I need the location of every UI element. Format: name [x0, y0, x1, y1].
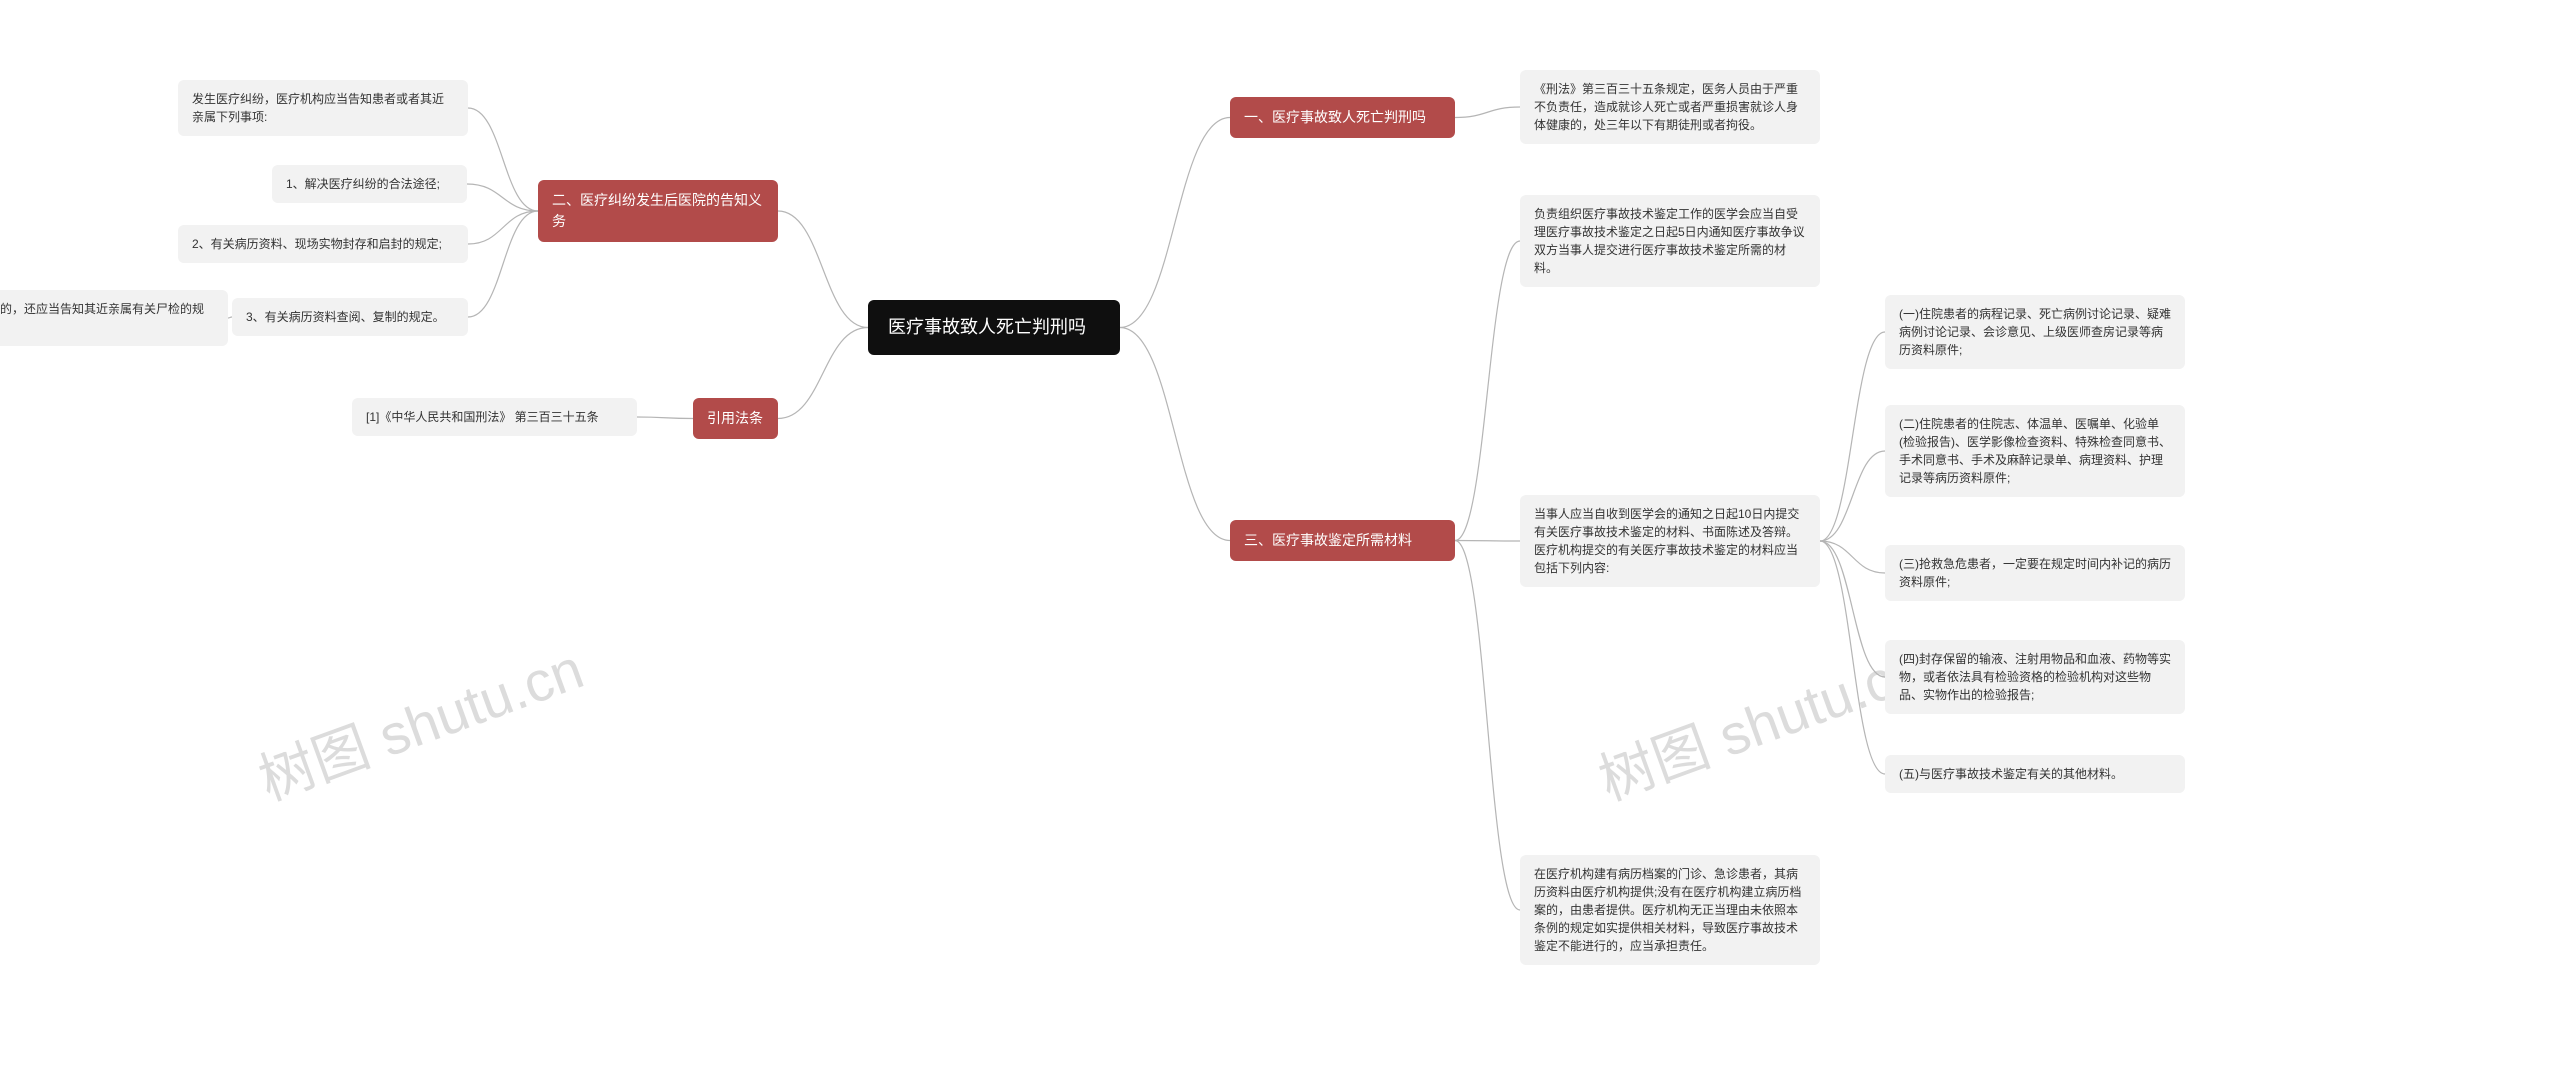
watermark-1: 树图 shutu.cn: [1586, 624, 1933, 816]
node-text-b1: 一、医疗事故致人死亡判刑吗: [1244, 109, 1426, 125]
node-text-b3_l1: 负责组织医疗事故技术鉴定工作的医学会应当自受理医疗事故技术鉴定之日起5日内通知医…: [1534, 207, 1805, 275]
node-root: 医疗事故致人死亡判刑吗: [868, 300, 1120, 355]
node-b3_l2_5: (五)与医疗事故技术鉴定有关的其他材料。: [1885, 755, 2185, 793]
node-text-b2_l0: 发生医疗纠纷，医疗机构应当告知患者或者其近亲属下列事项:: [192, 92, 444, 124]
node-b3_l2_2: (二)住院患者的住院志、体温单、医嘱单、化验单(检验报告)、医学影像检查资料、特…: [1885, 405, 2185, 497]
node-text-b2_l3_1: 患者死亡的，还应当告知其近亲属有关尸检的规定。: [0, 302, 204, 334]
node-b3_l2_1: (一)住院患者的病程记录、死亡病例讨论记录、疑难病例讨论记录、会诊意见、上级医师…: [1885, 295, 2185, 369]
node-text-b2_l2: 2、有关病历资料、现场实物封存和启封的规定;: [192, 237, 442, 251]
node-b3_l3: 在医疗机构建有病历档案的门诊、急诊患者，其病历资料由医疗机构提供;没有在医疗机构…: [1520, 855, 1820, 965]
node-b2_l0: 发生医疗纠纷，医疗机构应当告知患者或者其近亲属下列事项:: [178, 80, 468, 136]
node-text-b3: 三、医疗事故鉴定所需材料: [1244, 532, 1412, 548]
node-text-b3_l2_3: (三)抢救急危患者，一定要在规定时间内补记的病历资料原件;: [1899, 557, 2171, 589]
node-b3_l2_4: (四)封存保留的输液、注射用物品和血液、药物等实物，或者依法具有检验资格的检验机…: [1885, 640, 2185, 714]
node-text-b2_l1: 1、解决医疗纠纷的合法途径;: [286, 177, 440, 191]
node-b3_l2: 当事人应当自收到医学会的通知之日起10日内提交有关医疗事故技术鉴定的材料、书面陈…: [1520, 495, 1820, 587]
node-text-b3_l2_4: (四)封存保留的输液、注射用物品和血液、药物等实物，或者依法具有检验资格的检验机…: [1899, 652, 2171, 702]
node-b4_l1: [1]《中华人民共和国刑法》 第三百三十五条: [352, 398, 637, 436]
node-b4: 引用法条: [693, 398, 778, 439]
node-text-b3_l3: 在医疗机构建有病历档案的门诊、急诊患者，其病历资料由医疗机构提供;没有在医疗机构…: [1534, 867, 1801, 953]
node-text-b1_l1: 《刑法》第三百三十五条规定，医务人员由于严重不负责任，造成就诊人死亡或者严重损害…: [1534, 82, 1798, 132]
node-b2: 二、医疗纠纷发生后医院的告知义务: [538, 180, 778, 242]
node-b1: 一、医疗事故致人死亡判刑吗: [1230, 97, 1455, 138]
watermark-0: 树图 shutu.cn: [246, 624, 593, 816]
node-text-b3_l2: 当事人应当自收到医学会的通知之日起10日内提交有关医疗事故技术鉴定的材料、书面陈…: [1534, 507, 1799, 575]
node-b2_l1: 1、解决医疗纠纷的合法途径;: [272, 165, 467, 203]
node-text-b3_l2_5: (五)与医疗事故技术鉴定有关的其他材料。: [1899, 767, 2123, 781]
node-b2_l2: 2、有关病历资料、现场实物封存和启封的规定;: [178, 225, 468, 263]
node-b1_l1: 《刑法》第三百三十五条规定，医务人员由于严重不负责任，造成就诊人死亡或者严重损害…: [1520, 70, 1820, 144]
node-text-root: 医疗事故致人死亡判刑吗: [888, 317, 1086, 337]
node-b3: 三、医疗事故鉴定所需材料: [1230, 520, 1455, 561]
node-b2_l3_1: 患者死亡的，还应当告知其近亲属有关尸检的规定。: [0, 290, 228, 346]
node-b2_l3: 3、有关病历资料查阅、复制的规定。: [232, 298, 468, 336]
node-text-b3_l2_1: (一)住院患者的病程记录、死亡病例讨论记录、疑难病例讨论记录、会诊意见、上级医师…: [1899, 307, 2171, 357]
node-text-b4: 引用法条: [707, 410, 763, 426]
node-b3_l1: 负责组织医疗事故技术鉴定工作的医学会应当自受理医疗事故技术鉴定之日起5日内通知医…: [1520, 195, 1820, 287]
node-b3_l2_3: (三)抢救急危患者，一定要在规定时间内补记的病历资料原件;: [1885, 545, 2185, 601]
node-text-b2_l3: 3、有关病历资料查阅、复制的规定。: [246, 310, 445, 324]
node-text-b4_l1: [1]《中华人民共和国刑法》 第三百三十五条: [366, 410, 599, 424]
node-text-b3_l2_2: (二)住院患者的住院志、体温单、医嘱单、化验单(检验报告)、医学影像检查资料、特…: [1899, 417, 2171, 485]
node-text-b2: 二、医疗纠纷发生后医院的告知义务: [552, 192, 762, 229]
